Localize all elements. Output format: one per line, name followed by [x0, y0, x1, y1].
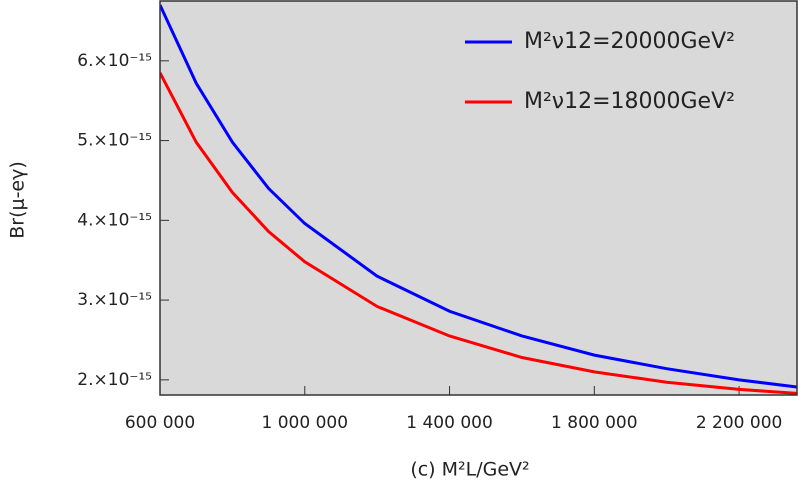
y-tick-label: 2.×10⁻¹⁵ [77, 370, 152, 390]
x-tick-label: 1 000 000 [262, 413, 349, 433]
x-axis-label: (c) M²L/GeV² [410, 459, 529, 481]
legend-label: M²ν12=20000GeV² [524, 29, 735, 54]
legend-label: M²ν12=18000GeV² [524, 89, 735, 114]
x-tick-label: 2 200 000 [696, 413, 783, 433]
y-axis-label: Br(μ-eγ) [7, 161, 29, 239]
series-line [160, 4, 797, 389]
y-tick-label: 3.×10⁻¹⁵ [77, 290, 152, 310]
x-tick-label: 1 800 000 [551, 413, 638, 433]
x-tick-label: 1 400 000 [406, 413, 493, 433]
plot-frame [159, 0, 798, 396]
series-line [160, 72, 797, 395]
y-tick-label: 5.×10⁻¹⁵ [77, 131, 152, 151]
y-tick-label: 4.×10⁻¹⁵ [77, 210, 152, 230]
x-tick-label: 600 000 [125, 413, 195, 433]
y-tick-label: 6.×10⁻¹⁵ [77, 51, 152, 71]
plot-background [160, 1, 797, 395]
